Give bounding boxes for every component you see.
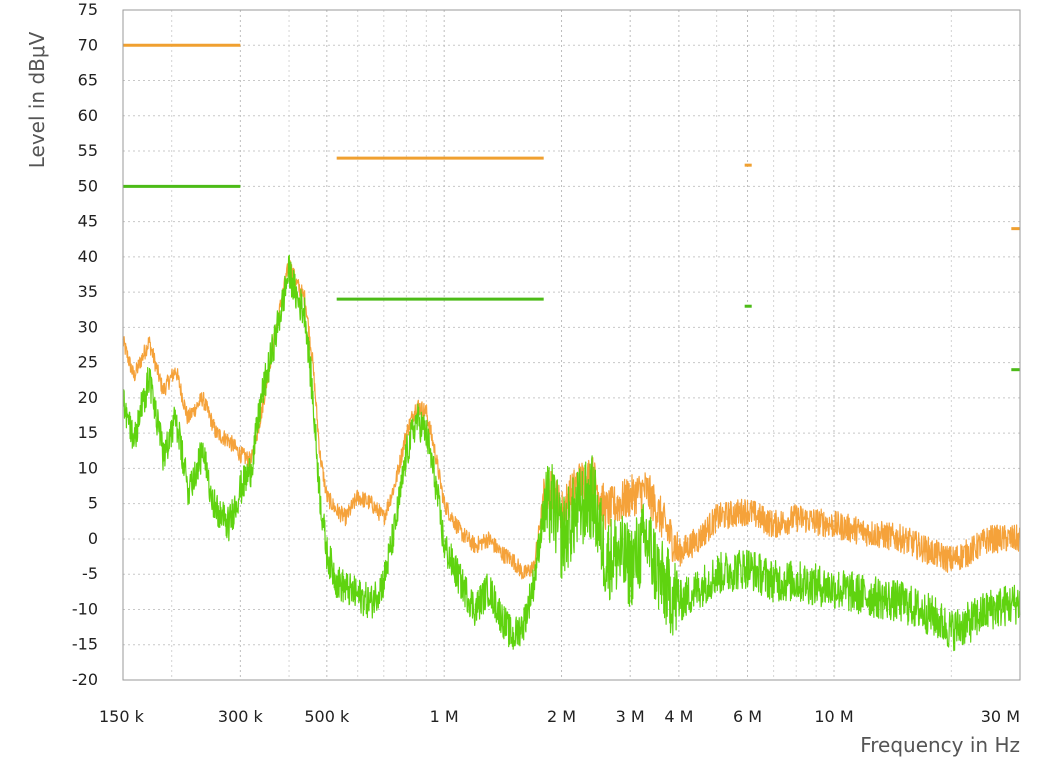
y-tick-label: 60 [78,106,98,125]
x-tick-label: 3 M [616,707,645,726]
y-tick-label: 0 [88,529,98,548]
y-tick-label: 65 [78,71,98,90]
y-tick-label: 75 [78,0,98,19]
y-tick-label: 50 [78,176,98,195]
y-tick-label: 40 [78,247,98,266]
x-tick-label: 500 k [304,707,350,726]
y-tick-label: 35 [78,282,98,301]
y-tick-label: 70 [78,35,98,54]
y-tick-label: 5 [88,494,98,513]
y-tick-label: -5 [82,564,98,583]
y-tick-label: 15 [78,423,98,442]
y-tick-label: 30 [78,317,98,336]
limit-lines-layer [123,43,1020,372]
x-tick-label: 6 M [733,707,762,726]
y-tick-label: 55 [78,141,98,160]
grid [123,10,1020,680]
y-tick-label: -15 [72,635,98,654]
x-tick-label: 1 M [430,707,459,726]
x-tick-label: 150 k [99,707,145,726]
y-tick-label: 45 [78,212,98,231]
plot-background [123,10,1020,680]
x-tick-label: 300 k [218,707,264,726]
y-tick-label: 25 [78,353,98,372]
series-layer [122,254,1021,652]
y-tick-label: -20 [72,670,98,689]
plot-area [123,10,1020,680]
x-tick-label: 10 M [814,707,853,726]
x-tick-label: 30 M [981,707,1020,726]
x-tick-label: 4 M [664,707,693,726]
x-tick-labels: 150 k 300 k 500 k 1 M 2 M 3 M 4 M 6 M 10 M 30 M [99,707,1020,726]
y-tick-label: 20 [78,388,98,407]
y-axis-title: Level in dBμV [25,31,49,168]
y-tick-label: 10 [78,458,98,477]
series-green-trace [122,254,1021,652]
plot-border [122,9,1021,681]
plot-frame [122,9,1021,681]
y-tick-labels: 757065605550454035302520151050-5-10-15-2… [72,0,98,689]
x-tick-label: 2 M [547,707,576,726]
y-tick-label: -10 [72,599,98,618]
x-axis-title: Frequency in Hz [860,733,1020,757]
